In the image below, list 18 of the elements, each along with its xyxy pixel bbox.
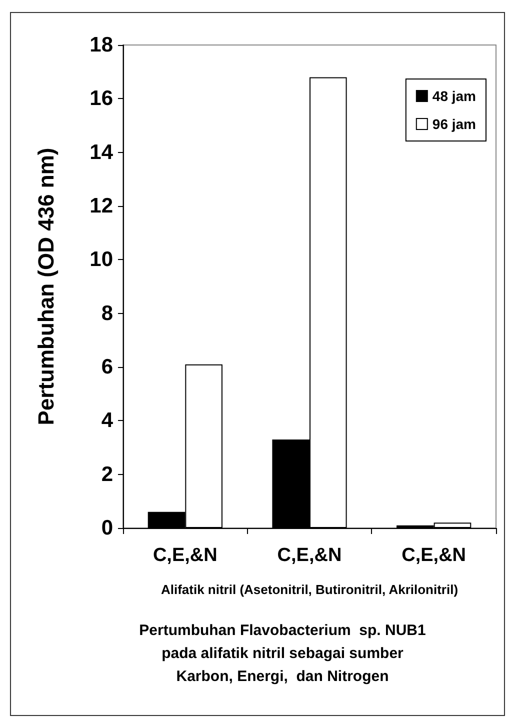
legend-label: 48 jam [432, 88, 476, 104]
y-tick-label: 6 [101, 356, 113, 378]
y-tick-label: 16 [90, 87, 113, 110]
y-tick-label: 8 [101, 302, 114, 325]
y-tick-label: 4 [101, 409, 114, 432]
y-axis-title: Pertumbuhan (OD 436 nm) [34, 148, 58, 426]
y-tick-label: 10 [90, 248, 113, 272]
x-tick-label: C,E,&N [402, 545, 466, 566]
y-tick-label: 0 [101, 516, 113, 540]
y-tick-label: 14 [90, 140, 114, 164]
y-tick-label: 12 [90, 194, 113, 218]
x-tick-label: C,E,&N [277, 545, 342, 566]
y-tick-label: 18 [90, 34, 114, 56]
y-tick-label: 2 [101, 462, 113, 486]
text: Pertumbuhan Flavobacterium sp. NUB1 pada alifatik nitril sebagai sumber Karbon, Energi, dan Nitrogen [139, 622, 426, 685]
legend-label: 96 jam [432, 116, 476, 132]
x-tick-label: C,E,&N [152, 545, 218, 566]
x-axis-title: Alifatik nitril (Asetonitril, Butironitril, Akrilonitril) [160, 582, 458, 597]
